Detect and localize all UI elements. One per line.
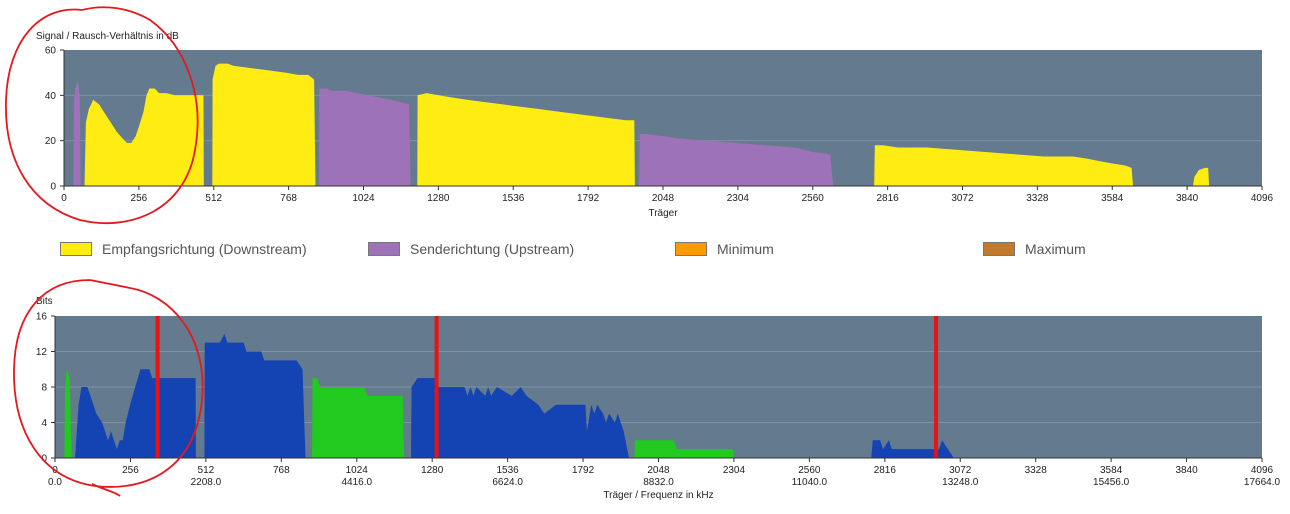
bits-freq-tick-label: 4416.0 [341, 477, 372, 488]
legend-swatch-minimum [675, 242, 707, 256]
bits-series-1-segment-3 [871, 440, 954, 458]
bits-y-axis-label: Bits [36, 296, 53, 307]
bits-y-tick-label: 8 [41, 383, 47, 394]
bits-series-1-segment-2 [411, 378, 629, 458]
bits-x-tick-label: 1792 [572, 465, 595, 476]
bits-series-0-segment-1 [312, 378, 405, 458]
chart-legend: Empfangsrichtung (Downstream) Sendericht… [0, 236, 1290, 262]
legend-swatch-upstream [368, 242, 400, 256]
snr-x-tick-label: 3840 [1176, 193, 1199, 204]
bits-x-tick-label: 1024 [346, 465, 369, 476]
snr-chart: 0 20 40 60 0 256 512 768 1024 1280 1536 1792 2048 230… [36, 31, 1274, 219]
legend-label-downstream: Empfangsrichtung (Downstream) [102, 241, 307, 257]
bits-marker-line [934, 316, 939, 458]
bits-freq-tick-label: 13248.0 [942, 477, 979, 488]
legend-label-upstream: Senderichtung (Upstream) [410, 241, 575, 257]
legend-swatch-maximum [983, 242, 1015, 256]
bits-y-tick-label: 4 [41, 418, 47, 429]
bits-x-tick-label: 0 [52, 465, 58, 476]
bits-x-tick-label: 2816 [874, 465, 897, 476]
snr-x-axis-label: Träger [648, 208, 678, 219]
annotation-circle-bottom [13, 279, 204, 497]
legend-item-minimum[interactable]: Minimum [675, 236, 774, 262]
snr-series-0-segment-0 [73, 81, 81, 186]
snr-y-tick-label: 0 [50, 182, 56, 193]
bits-x-tick-label: 1536 [497, 465, 520, 476]
bits-freq-tick-label: 17664.0 [1244, 477, 1281, 488]
snr-y-tick-label: 40 [45, 91, 57, 102]
bits-x-tick-label: 1280 [421, 465, 444, 476]
snr-series-1-segment-2 [417, 93, 635, 186]
bits-y-tick-label: 16 [36, 312, 48, 323]
bits-x-tick-label: 512 [198, 465, 215, 476]
snr-series-1-segment-3 [874, 145, 1133, 186]
snr-x-tick-label: 1280 [427, 193, 450, 204]
snr-x-tick-label: 1792 [577, 193, 600, 204]
snr-series-1-segment-4 [1193, 167, 1210, 186]
bits-x-tick-label: 4096 [1251, 465, 1274, 476]
bits-x-tick-label: 2048 [647, 465, 670, 476]
bits-x-axis-label: Träger / Frequenz in kHz [603, 490, 713, 501]
bits-y-tick-label: 0 [41, 454, 47, 465]
snr-x-tick-label: 768 [280, 193, 297, 204]
snr-x-tick-label: 2048 [652, 193, 675, 204]
bits-series-0-segment-2 [634, 440, 735, 458]
bits-freq-tick-label: 6624.0 [492, 477, 523, 488]
snr-x-tick-label: 1024 [352, 193, 375, 204]
legend-item-maximum[interactable]: Maximum [983, 236, 1086, 262]
bits-freq-tick-label: 11040.0 [792, 477, 828, 488]
snr-x-tick-label: 2816 [877, 193, 900, 204]
bits-marker-line [434, 316, 439, 458]
bits-freq-tick-label: 0.0 [48, 477, 62, 488]
bits-x-tick-label: 3072 [949, 465, 972, 476]
snr-y-axis-label: Signal / Rausch-Verhältnis in dB [36, 31, 179, 42]
bits-series-0-segment-0 [64, 369, 72, 458]
snr-series-0-segment-2 [639, 133, 834, 186]
legend-label-maximum: Maximum [1025, 241, 1086, 257]
snr-x-tick-label: 256 [131, 193, 148, 204]
snr-x-tick-label: 0 [61, 193, 67, 204]
bits-series-1-segment-0 [75, 369, 196, 458]
snr-x-tick-label: 3072 [951, 193, 974, 204]
snr-y-tick-label: 20 [45, 136, 57, 147]
snr-x-tick-label: 3328 [1026, 193, 1049, 204]
bits-series-1-segment-1 [204, 333, 306, 458]
snr-x-tick-label: 3584 [1101, 193, 1124, 204]
bits-y-tick-label: 12 [36, 347, 48, 358]
bits-freq-tick-label: 15456.0 [1093, 477, 1130, 488]
snr-series-0-segment-1 [319, 88, 411, 186]
snr-y-tick-label: 60 [45, 46, 57, 57]
bits-x-tick-label: 3584 [1100, 465, 1123, 476]
bits-freq-tick-label: 2208.0 [191, 477, 222, 488]
legend-item-upstream[interactable]: Senderichtung (Upstream) [368, 236, 574, 262]
legend-swatch-downstream [60, 242, 92, 256]
legend-label-minimum: Minimum [717, 241, 774, 257]
bits-marker-line [155, 316, 160, 458]
snr-series-1-segment-1 [212, 63, 316, 186]
snr-x-tick-label: 4096 [1251, 193, 1274, 204]
bits-freq-tick-label: 8832.0 [643, 477, 674, 488]
snr-x-tick-label: 2304 [727, 193, 750, 204]
bits-x-tick-label: 3328 [1025, 465, 1048, 476]
bits-x-tick-label: 3840 [1175, 465, 1198, 476]
bits-x-tick-label: 2560 [798, 465, 821, 476]
bits-plot-area [55, 316, 1262, 458]
snr-x-tick-label: 1536 [502, 193, 525, 204]
snr-x-tick-label: 512 [205, 193, 222, 204]
snr-x-tick-label: 2560 [802, 193, 825, 204]
bits-x-tick-label: 2304 [723, 465, 746, 476]
bits-x-tick-label: 256 [122, 465, 139, 476]
bits-x-tick-label: 768 [273, 465, 290, 476]
legend-item-downstream[interactable]: Empfangsrichtung (Downstream) [60, 236, 307, 262]
